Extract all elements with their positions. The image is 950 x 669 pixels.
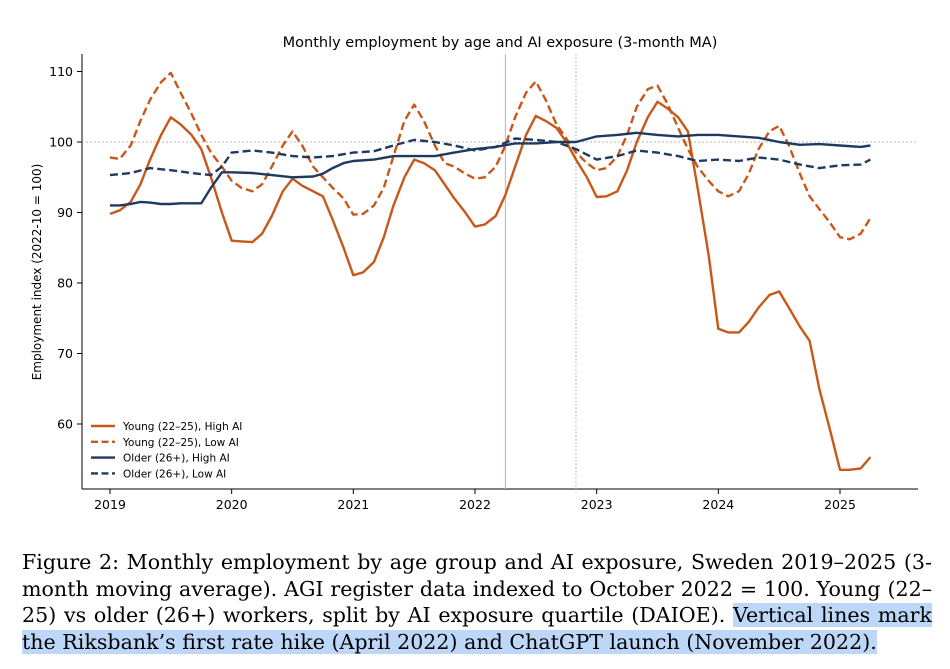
plot-area: 60 70 80 90 100 110 2019 2020 2021 2022 2023 2024 20…: [49, 54, 918, 512]
y-tick-label-60: 60: [57, 417, 73, 432]
x-tick-label-2022: 2022: [459, 497, 491, 512]
series-young-22-25-low-ai: [109, 71, 872, 241]
y-tick-label-90: 90: [57, 205, 73, 220]
series-older-26-high-ai: [110, 131, 871, 207]
legend-label-older-26-low-ai: Older (26+), Low AI: [123, 468, 226, 480]
y-tick-label-80: 80: [57, 276, 73, 291]
x-tick-label-2024: 2024: [702, 497, 734, 512]
legend-label-older-26-high-ai: Older (26+), High AI: [123, 453, 230, 465]
x-tick-label-2025: 2025: [824, 497, 856, 512]
x-tick-label-2020: 2020: [216, 497, 248, 512]
line-chart: Monthly employment by age and AI exposur…: [30, 35, 918, 512]
series-older-26-low-ai: [109, 137, 871, 177]
y-tick-label-100: 100: [49, 135, 73, 150]
y-tick-label-110: 110: [49, 64, 73, 79]
x-tick-label-2023: 2023: [581, 497, 613, 512]
y-axis-label: Employment index (2022-10 = 100): [30, 164, 44, 381]
series-young-22-25-high-ai: [109, 100, 872, 471]
legend-label-young-22-25-high-ai: Young (22–25), High AI: [122, 421, 242, 433]
x-tick-label-2019: 2019: [94, 497, 126, 512]
chart-title: Monthly employment by age and AI exposur…: [283, 35, 718, 51]
caption-text: Figure 2: Monthly employment by age grou…: [22, 550, 932, 627]
figure-caption: Figure 2: Monthly employment by age grou…: [22, 549, 932, 655]
x-tick-label-2021: 2021: [337, 497, 369, 512]
y-tick-label-70: 70: [57, 346, 73, 361]
legend-label-young-22-25-low-ai: Young (22–25), Low AI: [122, 437, 239, 449]
